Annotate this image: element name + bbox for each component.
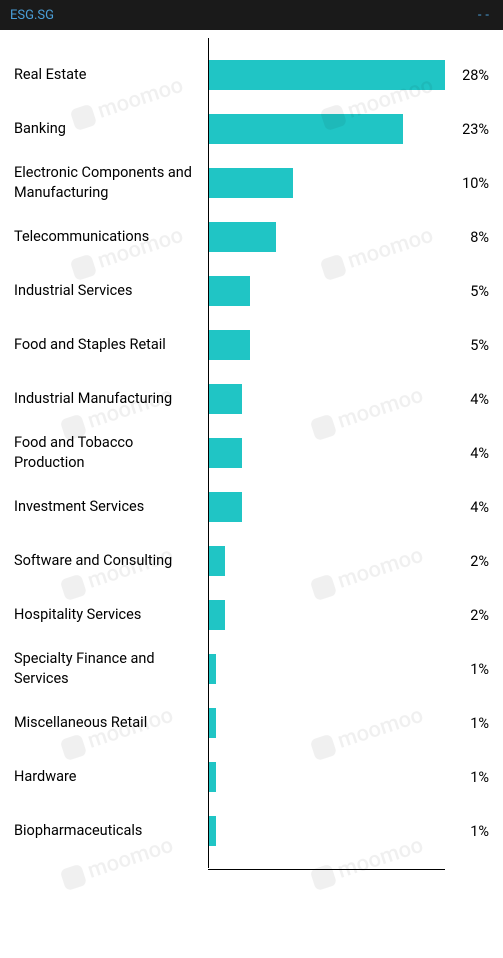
category-value: 1% <box>445 661 489 678</box>
chart-rows: Real Estate 28% Banking 23% Electronic Compo… <box>14 48 489 858</box>
category-label: Telecommunications <box>14 227 208 247</box>
category-label: Food and Tobacco Production <box>14 433 208 472</box>
bar-area <box>208 276 445 306</box>
bar-area <box>208 330 445 360</box>
bar <box>208 438 242 468</box>
category-value: 5% <box>445 283 489 300</box>
category-label: Industrial Manufacturing <box>14 389 208 409</box>
ticker-symbol[interactable]: ESG.SG <box>10 8 54 23</box>
chart-row: Miscellaneous Retail 1% <box>14 696 489 750</box>
category-value: 4% <box>445 445 489 462</box>
category-value: 2% <box>445 553 489 570</box>
bar <box>208 168 293 198</box>
chart-row: Software and Consulting 2% <box>14 534 489 588</box>
bar-area <box>208 492 445 522</box>
category-label: Hospitality Services <box>14 605 208 625</box>
bar-area <box>208 708 445 738</box>
y-axis-line <box>208 38 209 868</box>
bar <box>208 276 250 306</box>
bar <box>208 816 216 846</box>
bar <box>208 492 242 522</box>
bar-area <box>208 762 445 792</box>
bar <box>208 222 276 252</box>
bar <box>208 114 403 144</box>
category-label: Industrial Services <box>14 281 208 301</box>
category-value: 5% <box>445 337 489 354</box>
category-label: Banking <box>14 119 208 139</box>
chart-row: Specialty Finance and Services 1% <box>14 642 489 696</box>
bar <box>208 330 250 360</box>
header-right-value: -- <box>478 8 493 23</box>
chart-row: Telecommunications 8% <box>14 210 489 264</box>
header-bar: ESG.SG -- <box>0 0 503 30</box>
category-value: 4% <box>445 391 489 408</box>
bar <box>208 762 216 792</box>
bar-area <box>208 168 445 198</box>
bar-area <box>208 816 445 846</box>
category-value: 8% <box>445 229 489 246</box>
bar-area <box>208 600 445 630</box>
bar <box>208 60 445 90</box>
bar-area <box>208 114 445 144</box>
chart-row: Hardware 1% <box>14 750 489 804</box>
bar <box>208 654 216 684</box>
bar <box>208 600 225 630</box>
category-value: 4% <box>445 499 489 516</box>
category-label: Real Estate <box>14 65 208 85</box>
bar-area <box>208 438 445 468</box>
category-label: Electronic Components and Manufacturing <box>14 163 208 202</box>
category-label: Biopharmaceuticals <box>14 821 208 841</box>
sector-allocation-chart: Real Estate 28% Banking 23% Electronic Compo… <box>0 30 503 868</box>
category-label: Food and Staples Retail <box>14 335 208 355</box>
chart-body: Real Estate 28% Banking 23% Electronic Compo… <box>14 48 489 858</box>
bar <box>208 384 242 414</box>
moomoo-logo-icon <box>309 863 337 891</box>
chart-row: Investment Services 4% <box>14 480 489 534</box>
category-label: Investment Services <box>14 497 208 517</box>
x-axis-line <box>208 869 445 870</box>
bar-area <box>208 222 445 252</box>
bar-area <box>208 546 445 576</box>
bar <box>208 708 216 738</box>
category-value: 2% <box>445 607 489 624</box>
chart-row: Food and Tobacco Production 4% <box>14 426 489 480</box>
chart-row: Industrial Services 5% <box>14 264 489 318</box>
chart-row: Hospitality Services 2% <box>14 588 489 642</box>
chart-row: Food and Staples Retail 5% <box>14 318 489 372</box>
category-value: 1% <box>445 823 489 840</box>
bar-area <box>208 654 445 684</box>
category-value: 10% <box>445 175 489 192</box>
category-value: 28% <box>445 67 489 84</box>
category-label: Software and Consulting <box>14 551 208 571</box>
bar <box>208 546 225 576</box>
chart-row: Banking 23% <box>14 102 489 156</box>
chart-row: Electronic Components and Manufacturing 1… <box>14 156 489 210</box>
chart-row: Real Estate 28% <box>14 48 489 102</box>
moomoo-logo-icon <box>59 863 87 891</box>
category-label: Specialty Finance and Services <box>14 649 208 688</box>
chart-row: Industrial Manufacturing 4% <box>14 372 489 426</box>
category-value: 23% <box>445 121 489 138</box>
bar-area <box>208 384 445 414</box>
bar-area <box>208 60 445 90</box>
category-label: Miscellaneous Retail <box>14 713 208 733</box>
category-value: 1% <box>445 715 489 732</box>
chart-row: Biopharmaceuticals 1% <box>14 804 489 858</box>
category-label: Hardware <box>14 767 208 787</box>
category-value: 1% <box>445 769 489 786</box>
